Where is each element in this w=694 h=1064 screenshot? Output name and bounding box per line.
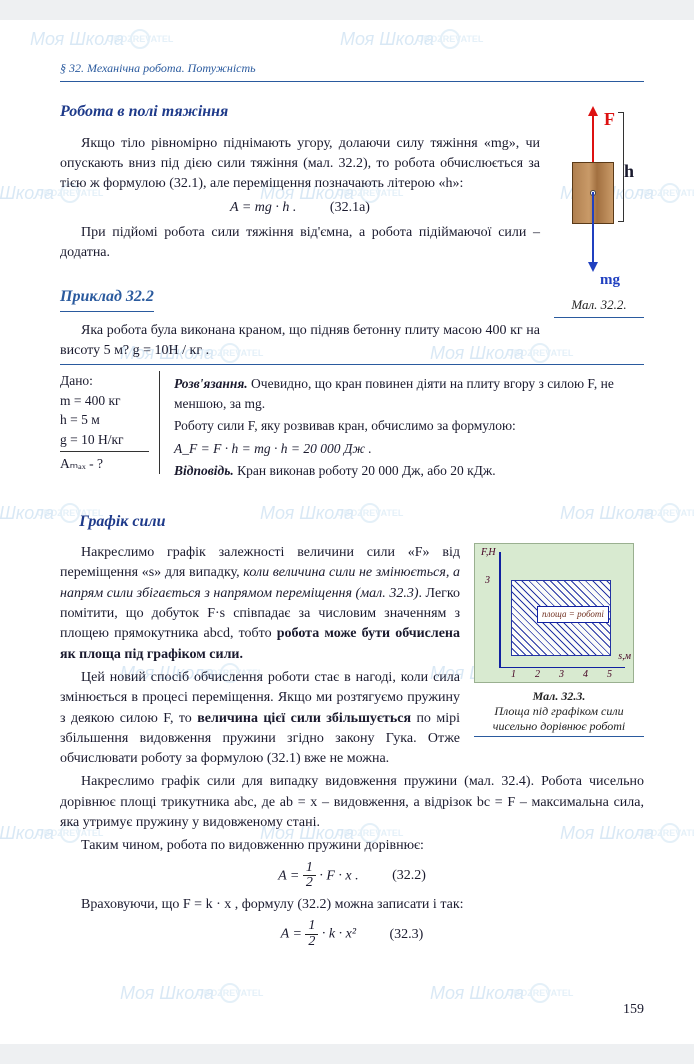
label-h: h <box>624 158 634 184</box>
given-h: h = 5 м <box>60 410 149 430</box>
para: Таким чином, робота по видовженню пружин… <box>60 836 644 856</box>
page: Моя ШколаOBOZREVATEL Моя ШколаOBOZREVATE… <box>0 20 694 1044</box>
watermark: Моя ШколаOBOZREVATEL <box>340 26 460 52</box>
section-title-graph: Графік сили <box>79 510 644 533</box>
page-number: 159 <box>623 1000 644 1020</box>
fig323-chart: площа = роботі F,H 3 1 2 3 4 5 s,м <box>474 543 634 683</box>
fig322-caption: Мал. 32.2. <box>554 296 644 318</box>
watermark: Моя ШколаOBOZREVATEL <box>120 980 240 1006</box>
watermark: Моя ШколаOBOZREVATEL <box>30 26 150 52</box>
given-g: g = 10 Н/кг <box>60 430 149 453</box>
xtick: 1 <box>511 668 516 683</box>
fig323-caption: Мал. 32.3. Площа під графіком сили чисел… <box>474 689 644 737</box>
para: Враховуючи, що F = k · x , формулу (32.2… <box>60 895 644 915</box>
xlabel: s,м <box>618 650 631 665</box>
xtick: 2 <box>535 668 540 683</box>
para: Накреслимо графік сили для випадку видов… <box>60 772 644 833</box>
solution-text: Розв'язання. Очевидно, що кран повинен д… <box>174 371 644 484</box>
fig322-svg: F h mg <box>554 100 644 290</box>
given-find: Aₘₐₓ - ? <box>60 454 149 474</box>
example-statement: Яка робота була виконана краном, що підн… <box>60 321 644 362</box>
example-title: Приклад 32.2 <box>60 285 154 311</box>
section-gravity-work: F h mg Мал. 32.2. Робота в полі тяжіння … <box>60 100 644 494</box>
given-m: m = 400 кг <box>60 391 149 411</box>
formula-32-3: A = 12 · k · x² (32.3) <box>60 919 644 949</box>
xtick: 5 <box>607 668 612 683</box>
divider <box>60 364 644 365</box>
figure-32-2: F h mg Мал. 32.2. <box>554 100 644 318</box>
figure-32-3: площа = роботі F,H 3 1 2 3 4 5 s,м Мал. … <box>474 543 644 737</box>
given-box: Дано: m = 400 кг h = 5 м g = 10 Н/кг Aₘₐ… <box>60 371 160 474</box>
watermark: Моя ШколаOBOZREVATEL <box>430 980 550 1006</box>
label-mg: mg <box>600 270 620 292</box>
given-label: Дано: <box>60 371 149 391</box>
ylabel: F,H <box>481 546 496 561</box>
xtick: 4 <box>583 668 588 683</box>
area-label: площа = роботі <box>537 606 609 623</box>
running-header: § 32. Механічна робота. Потужність <box>60 60 644 82</box>
xtick: 3 <box>559 668 564 683</box>
section-force-graph: Графік сили площа = роботі F,H 3 1 2 3 4… <box>60 510 644 954</box>
label-F: F <box>604 106 615 132</box>
formula-32-2: A = 12 · F · x . (32.2) <box>60 861 644 891</box>
ytick: 3 <box>485 574 490 589</box>
solution-block: Дано: m = 400 кг h = 5 м g = 10 Н/кг Aₘₐ… <box>60 371 644 484</box>
